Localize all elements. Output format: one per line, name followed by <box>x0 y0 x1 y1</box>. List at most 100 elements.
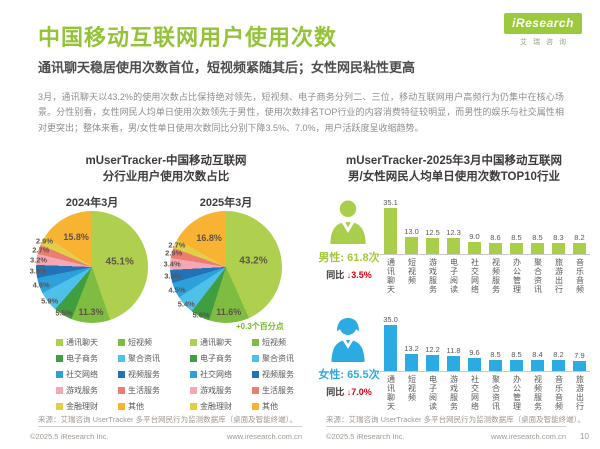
legend-item: 短视频 <box>252 337 304 348</box>
pie-slice-label: 2.9% <box>35 236 54 246</box>
legend-item: 生活服务 <box>252 385 304 396</box>
legend-swatch-icon <box>190 387 197 394</box>
legend-label: 聚合资讯 <box>262 354 294 363</box>
bar <box>510 242 523 254</box>
pie-chart-2024: 45.1% 11.3% 5.5% 5.9% 4.6% 3.8% 3.2% 2.7% 2.9% 15… <box>30 211 148 323</box>
legend-swatch-icon <box>252 403 259 410</box>
right-source-note: 来源：艾瑞咨询 UserTracker 多平台网民行为监测数据库（桌面及智能终端… <box>326 415 585 424</box>
pie-slice-label: 4.5% <box>168 285 186 295</box>
legend-2025: 通讯聊天 短视频 电子商务 聚合资讯 社交网络 视频服务 游戏服务 生活服务 金融理财 其他 <box>190 337 304 412</box>
bar-value-label: 8.3 <box>553 233 564 243</box>
iresearch-logo-text: iResearch <box>504 13 582 34</box>
legend-item: 视频服务 <box>118 369 170 380</box>
bar <box>426 354 439 371</box>
bar-category-label: 聚合资讯 <box>491 375 501 411</box>
legend-swatch-icon <box>56 339 63 346</box>
legend-swatch-icon <box>190 339 197 346</box>
pie-slice-label: 3.2% <box>29 255 48 265</box>
bar-value-label: 9.0 <box>469 232 480 242</box>
bar-value-label: 12.2 <box>425 344 440 354</box>
summary-paragraph: 3月，通讯聊天以43.2%的使用次数占比保持绝对领先，短视频、电子商务分列二、三… <box>38 92 564 133</box>
male-label: 男性: <box>318 252 345 264</box>
bar <box>531 359 544 371</box>
legend-label: 生活服务 <box>128 386 160 395</box>
bar <box>384 325 397 371</box>
bar-category-label: 电子阅读 <box>428 375 438 411</box>
legend-swatch-icon <box>56 355 63 362</box>
bar-column: 35.0 <box>380 315 401 371</box>
bar <box>489 242 502 254</box>
legend-item: 电子商务 <box>190 353 242 364</box>
male-yoy-label: 同比 <box>326 270 345 280</box>
left-chart-title-line1: mUserTracker-中国移动互联网 <box>85 155 247 167</box>
legend-label: 游戏服务 <box>200 386 232 395</box>
legend-item: 通讯聊天 <box>56 337 108 348</box>
iresearch-logo: iResearch 艾瑞咨询 <box>504 13 582 47</box>
male-yoy-down-arrow-icon: ↓3.5% <box>346 270 372 280</box>
legend-item: 聚合资讯 <box>118 353 170 364</box>
bar <box>447 355 460 371</box>
legend-swatch-icon <box>56 403 63 410</box>
legend-swatch-icon <box>252 371 259 378</box>
bar-category-label: 聚合资讯 <box>533 258 543 294</box>
bar-column: 9.6 <box>464 348 485 371</box>
bar-column: 8.3 <box>548 233 569 254</box>
legend-label: 视频服务 <box>128 370 160 379</box>
bar-category-label: 游戏服务 <box>449 375 459 411</box>
legend-swatch-icon <box>118 371 125 378</box>
page-subtitle: 通讯聊天稳居使用次数首位，短视频紧随其后；女性网民粘性更高 <box>38 60 416 75</box>
bar-column: 8.5 <box>506 233 527 254</box>
bar <box>384 208 397 254</box>
left-copyright: ©2025.5 iResearch Inc. <box>30 432 109 441</box>
legend-label: 其他 <box>128 402 144 411</box>
legend-swatch-icon <box>118 339 125 346</box>
bar <box>510 359 523 371</box>
bar <box>405 353 418 371</box>
legend-item: 电子商务 <box>56 353 108 364</box>
pie-slice-label: 5.9% <box>41 296 59 306</box>
bar-category-label: 音乐音频 <box>575 258 585 294</box>
bar-value-label: 8.5 <box>490 349 501 359</box>
bar-column: 12.3 <box>443 228 464 254</box>
bar-category-label: 电子阅读 <box>449 258 459 294</box>
pie-slice-label: 15.8% <box>63 232 89 243</box>
legend-item: 视频服务 <box>252 369 304 380</box>
pie-slice-label: 3.8% <box>29 266 47 276</box>
left-chart-title-line2: 分行业用户使用次数占比 <box>102 171 230 184</box>
legend-item: 游戏服务 <box>190 385 242 396</box>
legend-label: 通讯聊天 <box>66 338 98 347</box>
bar <box>405 236 418 254</box>
bar-value-label: 9.6 <box>469 348 480 358</box>
right-chart-title: mUserTracker-2025年3月中国移动互联网 男/女性网民人均单日使用… <box>318 153 590 185</box>
bar-category-label: 办公管理 <box>512 375 522 411</box>
bar <box>552 360 565 371</box>
legend-label: 生活服务 <box>262 386 294 395</box>
legend-swatch-icon <box>190 403 197 410</box>
bar-category-label: 短视频 <box>407 375 417 402</box>
pie-slice-label: 16.8% <box>196 233 222 244</box>
legend-swatch-icon <box>190 355 197 362</box>
bar-column: 12.5 <box>422 228 443 254</box>
pie-slice-label: 5.4% <box>177 299 195 309</box>
legend-label: 聚合资讯 <box>128 354 160 363</box>
bar-column: 8.2 <box>548 350 569 371</box>
legend-swatch-icon <box>118 387 125 394</box>
female-yoy: 同比 ↓7.0% <box>318 385 380 398</box>
bar-value-label: 8.5 <box>511 232 522 242</box>
bar-category-label: 视频服务 <box>491 258 501 294</box>
bar-category-label: 社交网络 <box>470 375 480 411</box>
bar-value-label: 13.2 <box>404 343 419 353</box>
pie-slice-label: 11.3% <box>78 307 104 318</box>
bar-category-label: 旅游出行 <box>575 375 585 411</box>
female-label: 女性: <box>318 369 345 381</box>
bar-column: 8.5 <box>527 233 548 254</box>
bar-column: 8.5 <box>485 350 506 371</box>
bar <box>489 359 502 371</box>
bar-category-label: 短视频 <box>407 258 417 285</box>
legend-item: 短视频 <box>118 337 170 348</box>
pie-slice-label: 45.1% <box>105 256 134 268</box>
bar <box>447 237 460 254</box>
pie-slice-label: 3.8% <box>164 271 182 281</box>
legend-label: 通讯聊天 <box>200 338 232 347</box>
bar-column: 13.0 <box>401 227 422 254</box>
